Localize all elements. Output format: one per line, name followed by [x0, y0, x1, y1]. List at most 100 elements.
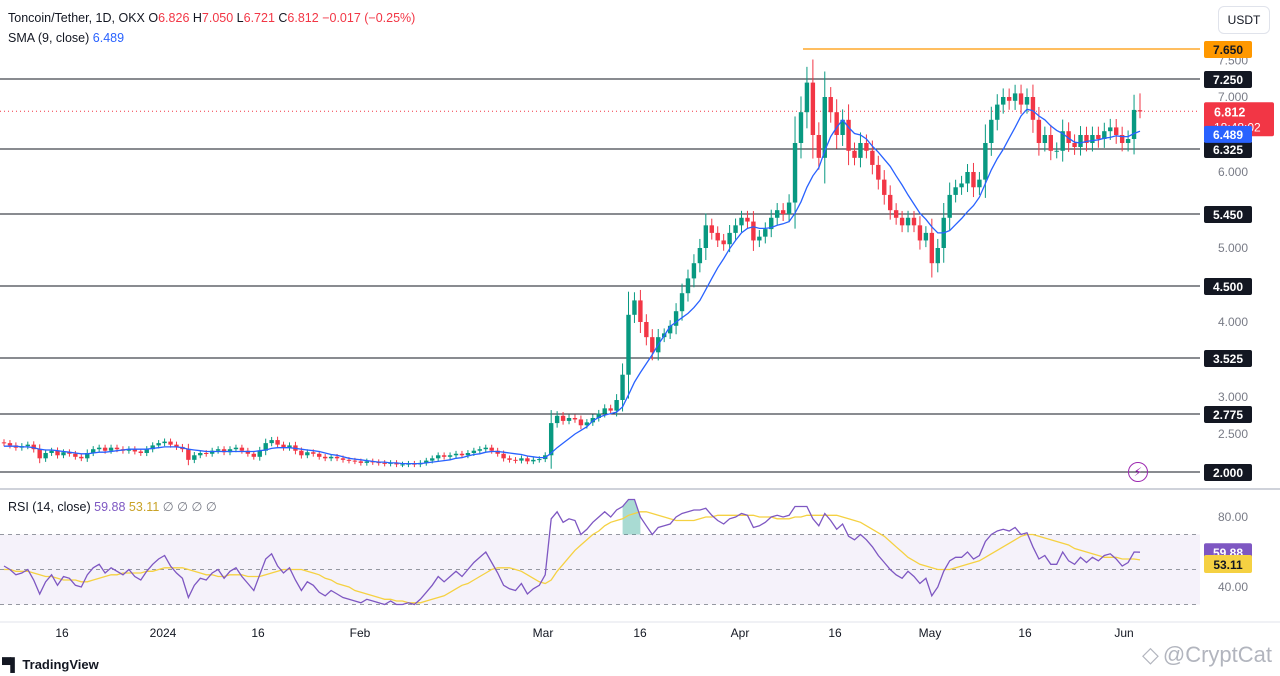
candle-body [1078, 135, 1083, 147]
candle-body [311, 452, 316, 454]
candle-body [162, 441, 167, 444]
candle-body [55, 450, 60, 456]
rsi-ma-last-label: 53.11 [1213, 558, 1243, 572]
candle-body [37, 449, 42, 459]
candle-body [804, 82, 810, 113]
candle-body [733, 225, 738, 233]
currency-button[interactable]: USDT [1218, 6, 1270, 34]
level-label: 4.500 [1213, 280, 1243, 294]
candle-body [953, 187, 958, 195]
candle-body [263, 443, 268, 451]
low-label: L [236, 11, 244, 25]
candle-body [507, 458, 512, 460]
sma-label[interactable]: SMA (9, close) [8, 31, 90, 45]
candle-body [483, 447, 488, 450]
rsi-empty-3: ∅ [191, 500, 203, 514]
lightning-icon[interactable]: ⚡ [1128, 462, 1148, 482]
candle-body [102, 447, 108, 451]
candle-body [769, 217, 774, 230]
time-axis-tick: Feb [350, 626, 371, 640]
candle-body [340, 458, 346, 460]
sma-legend: SMA (9, close) 6.489 [8, 31, 124, 45]
candle-body [798, 112, 804, 143]
time-axis-tick: May [919, 626, 942, 640]
candle-body [471, 450, 477, 453]
level-label: 5.450 [1213, 208, 1243, 222]
candle-body [917, 225, 923, 241]
candle-body [596, 413, 601, 418]
candle-body [138, 451, 143, 453]
candle-body [459, 453, 465, 456]
candle-body [1114, 127, 1119, 135]
candle-body [834, 112, 839, 135]
level-label: 2.775 [1213, 408, 1243, 422]
candle-body [96, 447, 102, 450]
symbol-title[interactable]: Toncoin/Tether, 1D, OKX [8, 11, 145, 25]
candle-body [905, 217, 911, 226]
candle-body [25, 444, 30, 447]
candle-body [822, 97, 827, 158]
time-axis-tick: 16 [828, 626, 842, 640]
candle-body [61, 452, 66, 456]
rsi-legend: RSI (14, close) 59.88 53.11 ∅ ∅ ∅ ∅ [8, 499, 217, 514]
level-label-bg [1204, 278, 1252, 295]
candle-body [1054, 150, 1059, 152]
candle-body [887, 194, 893, 211]
candle-body [691, 263, 697, 279]
candle-body [305, 452, 310, 456]
candle-body [620, 374, 625, 401]
candle-body [763, 229, 768, 237]
open-label: O [148, 11, 159, 25]
rsi-ma-label-bg [1204, 555, 1252, 574]
candle-body [275, 440, 280, 445]
candle-body [614, 400, 619, 411]
candle-body [334, 456, 340, 459]
candle-body [685, 278, 691, 294]
candle-body [132, 449, 138, 452]
candle-body [269, 440, 274, 444]
rsi-label[interactable]: RSI (14, close) [8, 500, 91, 514]
candle-body [899, 217, 905, 226]
candle-body [828, 97, 833, 113]
candle-body [1131, 109, 1137, 139]
candle-body [971, 172, 976, 188]
time-axis-tick: 2024 [150, 626, 177, 640]
candle-body [1119, 135, 1125, 143]
candle-body [554, 415, 560, 424]
candle-body [209, 450, 215, 454]
candle-body [204, 453, 209, 454]
candle-body [328, 456, 334, 459]
candle-body [221, 449, 227, 453]
candle-body [715, 232, 720, 241]
candle-body [757, 236, 762, 241]
level-label-bg [1204, 406, 1252, 423]
candle-body [893, 210, 899, 218]
rsi-ma-value: 53.11 [128, 500, 160, 514]
candle-body [727, 232, 732, 245]
candle-body [983, 143, 988, 180]
candle-body [1001, 97, 1006, 105]
candle-body [959, 183, 964, 188]
candle-body [1060, 131, 1065, 151]
tradingview-logo[interactable]: ▀▌ TradingView [2, 657, 99, 672]
candle-body [1102, 131, 1107, 139]
candle-body [721, 240, 726, 245]
candle-body [995, 104, 1000, 120]
candle-body [876, 164, 881, 180]
high-value: 7.050 [201, 11, 234, 25]
candle-body [150, 445, 155, 450]
candle-body [929, 232, 935, 264]
candle-body [108, 447, 114, 451]
level-label: 2.000 [1213, 466, 1243, 480]
candle-body [85, 453, 90, 459]
candle-body [453, 453, 459, 456]
candle-body [816, 135, 822, 158]
candle-body [186, 449, 191, 460]
candle-body [1018, 93, 1024, 105]
candle-body [751, 221, 756, 241]
time-axis-tick: 16 [633, 626, 647, 640]
ohlc-legend: Toncoin/Tether, 1D, OKX O6.826 H7.050 L6… [8, 11, 415, 25]
candle-body [923, 232, 929, 241]
candle-body [1137, 110, 1143, 112]
